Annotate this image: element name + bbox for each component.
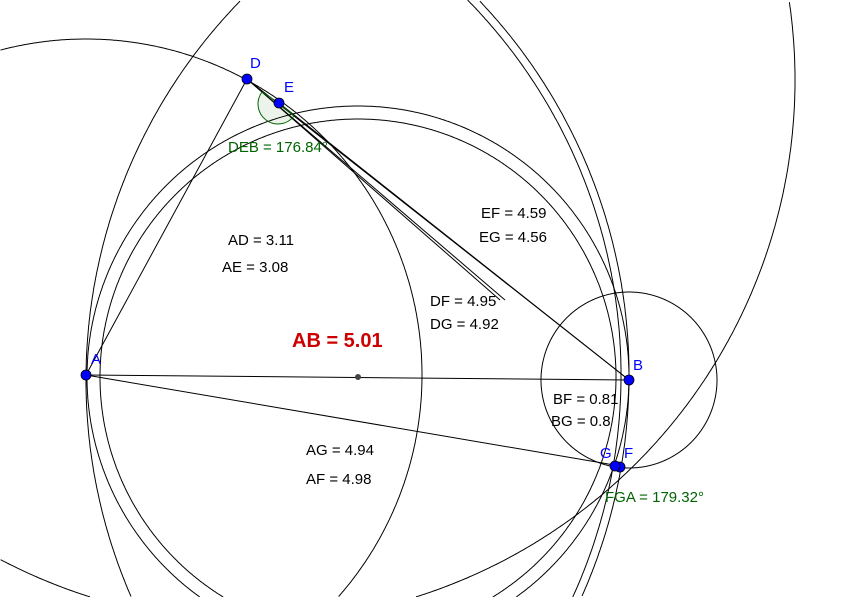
label-point-f: F: [624, 445, 634, 462]
circle-center-midpoint[interactable]: [99, 118, 617, 597]
point-e[interactable]: [273, 97, 285, 109]
point-g[interactable]: [609, 460, 621, 472]
point-d[interactable]: [241, 73, 253, 85]
segment-eb[interactable]: [278, 102, 630, 381]
label-point-b: B: [633, 357, 644, 374]
label-point-d: D: [250, 55, 261, 72]
angle-deb-marker: [257, 91, 295, 125]
circle-center-b-small[interactable]: [540, 291, 718, 469]
measure-df: DF = 4.95: [430, 293, 497, 310]
measure-bg: BG = 0.8: [551, 413, 611, 430]
angle-deb-label: DEB = 176.84°: [228, 139, 328, 156]
circle-center-b-radius-ab[interactable]: [85, 0, 241, 597]
point-b[interactable]: [623, 374, 635, 386]
measure-ef: EF = 4.59: [481, 205, 547, 222]
segment-ag[interactable]: [85, 374, 621, 467]
measure-eg: EG = 4.56: [479, 229, 547, 246]
midpoint-ab[interactable]: [355, 374, 361, 380]
circle-center-d-radius-ab[interactable]: [0, 2, 796, 597]
circle-center-a-radius-ab[interactable]: [479, 0, 630, 597]
measure-af: AF = 4.98: [306, 471, 372, 488]
segment-dg[interactable]: [246, 78, 506, 301]
measure-ad: AD = 3.11: [228, 232, 295, 249]
circle-center-a-radius-ad[interactable]: [0, 38, 423, 597]
label-point-a: A: [91, 351, 102, 368]
measure-ae: AE = 3.08: [222, 259, 289, 276]
measure-ag: AG = 4.94: [306, 442, 374, 459]
label-point-e: E: [284, 79, 295, 96]
label-point-g: G: [600, 445, 612, 462]
circle-thales-ab[interactable]: [86, 105, 630, 597]
angle-fga-label: FGA = 179.32°: [605, 489, 704, 506]
measure-dg: DG = 4.92: [430, 316, 499, 333]
measure-bf: BF = 0.81: [553, 391, 619, 408]
segment-df[interactable]: [246, 78, 501, 301]
point-a[interactable]: [80, 369, 92, 381]
segment-ad[interactable]: [85, 78, 248, 376]
measure-ab: AB = 5.01: [292, 330, 383, 352]
